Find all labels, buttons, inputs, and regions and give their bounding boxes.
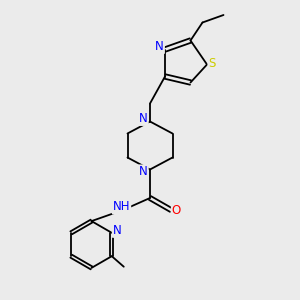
Text: O: O (172, 203, 181, 217)
Text: N: N (155, 40, 164, 53)
Text: S: S (208, 56, 216, 70)
Text: N: N (139, 112, 148, 125)
Text: N: N (139, 165, 148, 178)
Text: NH: NH (113, 200, 130, 214)
Text: N: N (113, 224, 122, 237)
